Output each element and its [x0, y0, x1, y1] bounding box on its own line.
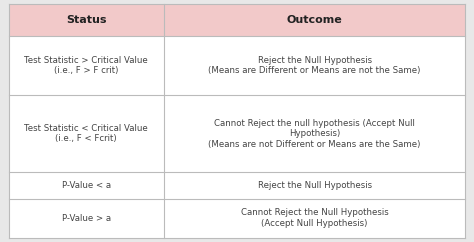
Text: Test Statistic < Critical Value
(i.e., F < Fcrit): Test Statistic < Critical Value (i.e., F…	[24, 124, 148, 143]
Text: P-Value > a: P-Value > a	[62, 214, 111, 223]
Bar	[164, 36, 465, 95]
Text: Test Statistic > Critical Value
(i.e., F > F crit): Test Statistic > Critical Value (i.e., F…	[24, 56, 148, 75]
Bar	[9, 36, 164, 95]
Bar	[9, 4, 164, 36]
Text: Cannot Reject the null hypothesis (Accept Null
Hypothesis)
(Means are not Differ: Cannot Reject the null hypothesis (Accep…	[209, 119, 421, 149]
Bar	[164, 95, 465, 172]
Bar	[9, 198, 164, 238]
Bar	[164, 198, 465, 238]
Text: Reject the Null Hypothesis: Reject the Null Hypothesis	[257, 181, 372, 190]
Text: Status: Status	[66, 15, 107, 25]
Text: Reject the Null Hypothesis
(Means are Different or Means are not the Same): Reject the Null Hypothesis (Means are Di…	[209, 56, 421, 75]
Bar	[9, 95, 164, 172]
Text: P-Value < a: P-Value < a	[62, 181, 111, 190]
Bar	[164, 172, 465, 198]
Text: Outcome: Outcome	[287, 15, 343, 25]
Bar	[9, 172, 164, 198]
Text: Cannot Reject the Null Hypothesis
(Accept Null Hypothesis): Cannot Reject the Null Hypothesis (Accep…	[241, 208, 389, 228]
Bar	[164, 4, 465, 36]
